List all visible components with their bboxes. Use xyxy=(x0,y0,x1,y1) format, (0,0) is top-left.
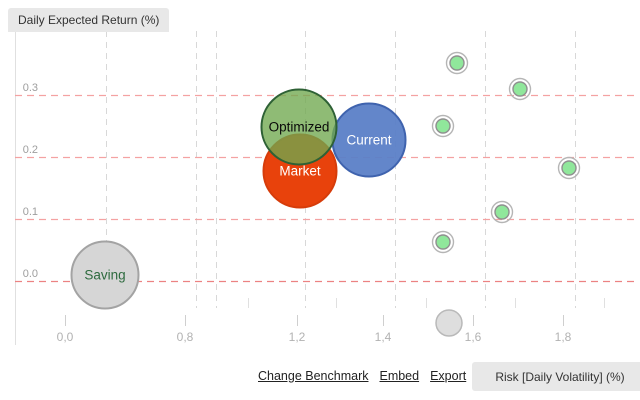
outlier-bubble[interactable] xyxy=(435,309,463,337)
x-tick-label: 0,8 xyxy=(177,330,194,344)
portfolio-bubble-optimized[interactable] xyxy=(260,88,338,166)
asset-dot-2[interactable] xyxy=(435,118,451,134)
asset-dot-1[interactable] xyxy=(512,81,528,97)
y-tick-label: 0.2 xyxy=(23,144,38,156)
asset-dot-4[interactable] xyxy=(494,204,510,220)
bubble-label-current: Current xyxy=(346,133,391,148)
x-tick-label: 0,0 xyxy=(57,330,74,344)
y-tick-label: 0.3 xyxy=(23,82,38,94)
asset-dot-5[interactable] xyxy=(435,234,451,250)
change-benchmark-link[interactable]: Change Benchmark xyxy=(258,369,369,383)
export-link[interactable]: Export xyxy=(430,369,467,383)
asset-dot-ring xyxy=(431,114,455,138)
x-tick-label: 1,8 xyxy=(555,330,572,344)
x-tick-label: 1,2 xyxy=(289,330,306,344)
x-tick-label: 1,4 xyxy=(375,330,392,344)
portfolio-bubble-saving[interactable] xyxy=(70,240,140,310)
asset-dot-ring xyxy=(431,230,455,254)
footer-links: Change Benchmark Embed Export xyxy=(258,369,466,383)
y-tick-label: 0.1 xyxy=(23,206,38,218)
embed-link[interactable]: Embed xyxy=(379,369,420,383)
bubble-label-market: Market xyxy=(279,164,321,179)
asset-dot-ring xyxy=(490,200,514,224)
y-tick-label: 0.0 xyxy=(23,268,38,280)
x-axis-title-tab: Risk [Daily Volatility] (%) xyxy=(472,362,640,391)
y-axis-title: Daily Expected Return (%) xyxy=(18,13,160,27)
x-tick-label: 1,6 xyxy=(465,330,482,344)
y-axis-title-tab: Daily Expected Return (%) xyxy=(8,8,170,32)
x-axis-title: Risk [Daily Volatility] (%) xyxy=(495,369,625,384)
asset-dot-ring xyxy=(508,77,532,101)
asset-dot-0[interactable] xyxy=(449,55,465,71)
bubble-label-saving: Saving xyxy=(84,268,125,283)
asset-dot-ring xyxy=(445,51,469,75)
bubble-label-optimized: Optimized xyxy=(269,120,330,135)
asset-dot-3[interactable] xyxy=(561,160,577,176)
asset-dot-ring xyxy=(557,156,581,180)
